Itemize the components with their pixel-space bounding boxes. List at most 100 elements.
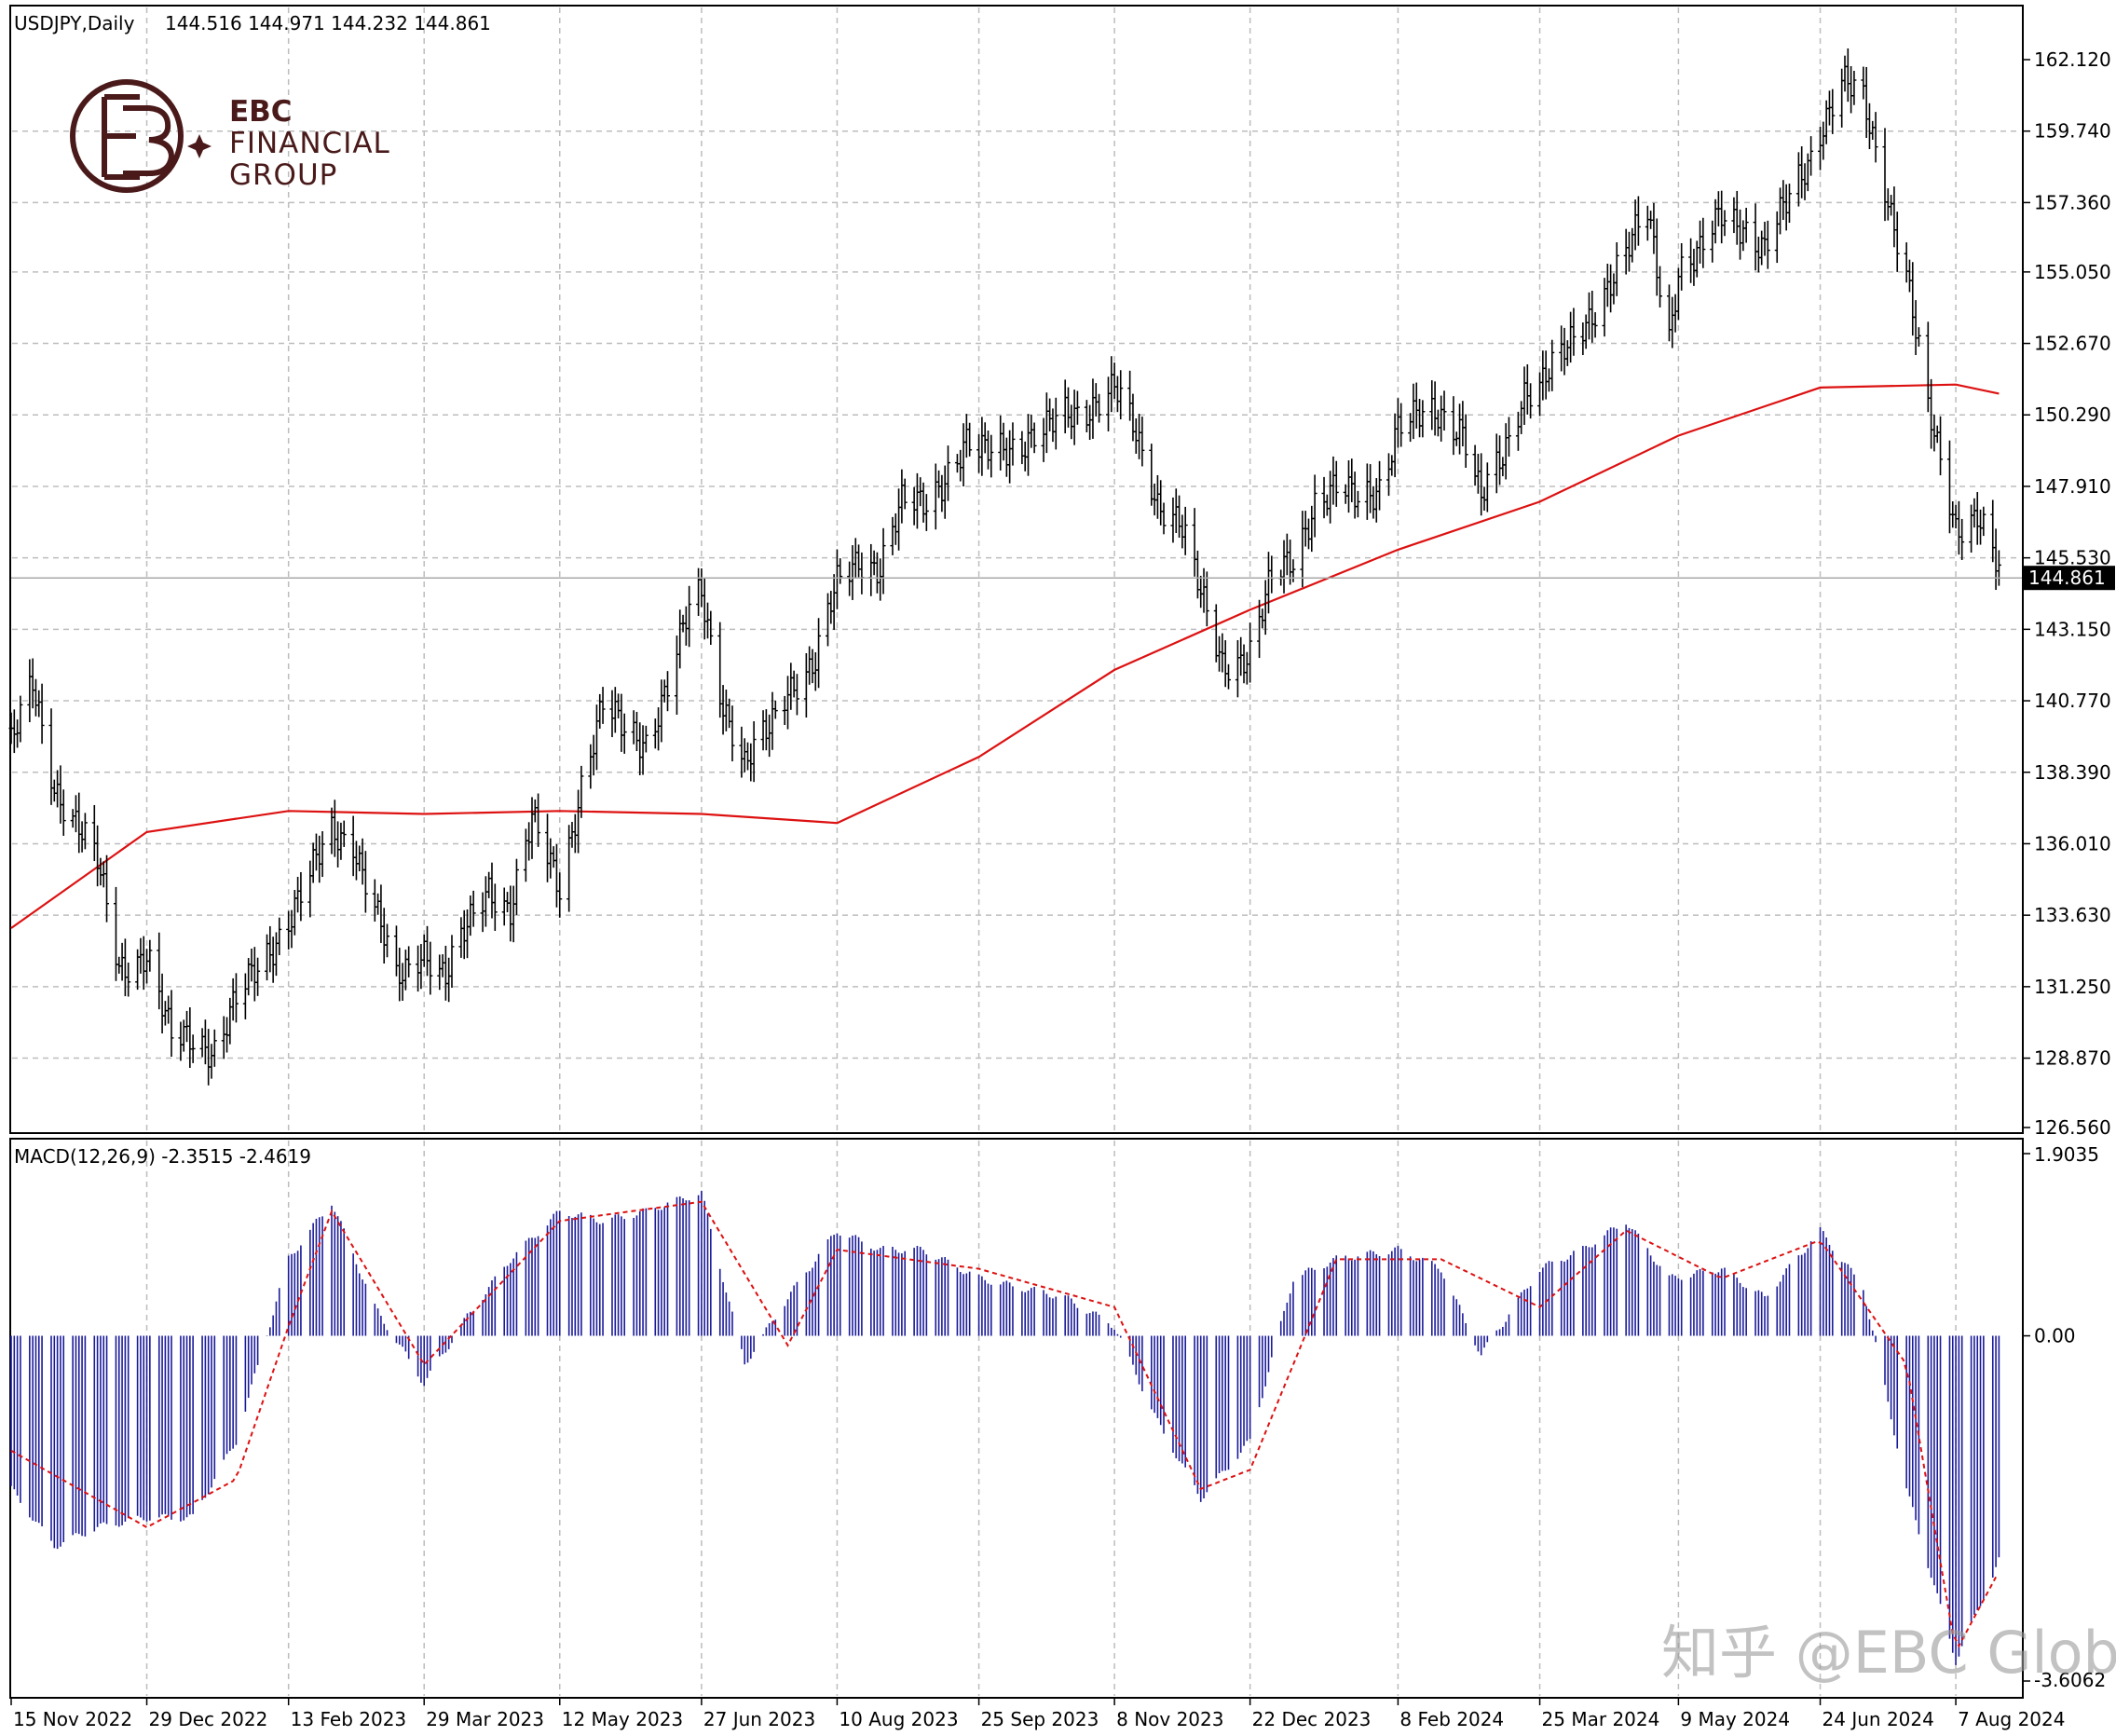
ohlc-bar	[687, 585, 692, 648]
price-tick-label: 157.360	[2034, 191, 2111, 213]
ohlc-bar	[39, 683, 45, 745]
macd-histogram	[10, 1190, 2000, 1665]
time-tick-label: 13 Feb 2023	[291, 1708, 406, 1730]
macd-axis: 1.9035 0.00 -3.6062	[2023, 1143, 2106, 1691]
ohlc-bar	[513, 858, 519, 915]
ohlc-bar	[923, 494, 929, 531]
ebc-logo-circle-icon	[70, 79, 184, 193]
price-tick-label: 138.390	[2034, 761, 2111, 784]
ohlc-bar	[277, 917, 282, 956]
ohlc-bar	[169, 990, 174, 1057]
ohlc-bar	[385, 923, 390, 958]
ohlc-bar	[1592, 312, 1598, 338]
ohlc-bar	[1700, 217, 1706, 268]
time-tick-label: 24 Jun 2024	[1822, 1708, 1934, 1730]
ohlc-bar	[621, 713, 627, 754]
current-price-tag	[2024, 566, 2115, 591]
time-tick-label: 10 Aug 2023	[839, 1708, 958, 1730]
ohlc-bar	[1658, 266, 1663, 308]
time-tick-label: 22 Dec 2023	[1252, 1708, 1372, 1730]
macd-panel[interactable]	[9, 1138, 2024, 1699]
ohlc-bar	[212, 1029, 217, 1067]
ohlc-bar	[1399, 403, 1404, 447]
ohlc-bar	[1765, 220, 1770, 269]
time-tick-label: 8 Feb 2024	[1399, 1708, 1504, 1730]
time-tick-label: 12 May 2023	[562, 1708, 683, 1730]
ohlc-bar	[751, 721, 757, 783]
ohlc-bar	[406, 946, 412, 977]
ohlc-bar	[730, 705, 735, 762]
price-tick-label: 143.150	[2034, 618, 2111, 640]
ohlc-bar	[1506, 417, 1511, 458]
ohlc-bar	[665, 671, 671, 712]
time-tick-label: 7 Aug 2024	[1958, 1708, 2065, 1730]
ohlc-bar	[1420, 400, 1426, 438]
ohlc-bar	[1830, 89, 1836, 134]
price-tick-label: 136.010	[2034, 832, 2111, 854]
ohlc-bar	[772, 700, 778, 719]
symbol-label: USDJPY,Daily	[14, 12, 135, 34]
ohlc-bar	[1996, 550, 2001, 586]
ohlc-bar	[1140, 417, 1145, 467]
time-tick-label: 25 Sep 2023	[981, 1708, 1099, 1730]
ohlc-bar	[989, 434, 994, 478]
ebc-logo-letters-icon	[102, 94, 175, 180]
ohlc-bar	[579, 765, 584, 818]
ohlc-bar	[233, 973, 239, 1023]
price-tick-label: 140.770	[2034, 690, 2111, 712]
ohlc-bar	[1679, 242, 1685, 291]
ohlc-bar	[1010, 422, 1016, 466]
ohlc-bar	[1031, 422, 1037, 454]
macd-signal-line	[10, 1200, 1997, 1648]
ohlc-bar	[1722, 210, 1727, 237]
ohlc-bar	[1204, 571, 1209, 627]
time-tick-label: 25 Mar 2024	[1542, 1708, 1660, 1730]
ohlc-bar	[708, 610, 714, 646]
ebc-logo: EBC FINANCIAL GROUP	[70, 79, 389, 193]
price-panel[interactable]	[9, 5, 2024, 1134]
time-tick-label: 29 Mar 2023	[426, 1708, 544, 1730]
moving-average	[10, 383, 2000, 929]
ohlc-bar	[643, 725, 648, 753]
ohlc-bar	[1441, 390, 1447, 431]
ohlc-bar	[1743, 208, 1749, 243]
ohlc-bar	[1981, 506, 1986, 537]
price-tick-label: 150.290	[2034, 403, 2111, 426]
price-tick-label: 128.870	[2034, 1047, 2111, 1070]
ohlc-bar	[838, 558, 843, 584]
ohlc-bar	[1463, 414, 1468, 468]
ohlc-bar	[449, 935, 455, 989]
ohlc-bar	[1484, 462, 1490, 513]
ohlc-bar	[492, 883, 498, 931]
ohlc-bar	[1528, 383, 1534, 419]
sparkle-icon	[187, 134, 212, 158]
ohlc-bar	[298, 871, 304, 922]
ohlc-bar	[794, 674, 799, 716]
ohlc-bar	[816, 618, 822, 689]
ohlc-bar	[18, 695, 23, 743]
ohlc-bar	[341, 820, 347, 847]
price-tick-label: 126.560	[2034, 1116, 2111, 1139]
watermark: 知乎 @EBC Global	[1661, 1619, 2116, 1687]
ohlc-bar	[1377, 460, 1383, 511]
ohlc-bar	[320, 831, 325, 878]
ohlc-bar	[190, 1034, 196, 1063]
ohlc-bar	[1809, 136, 1814, 176]
price-tick-label: 159.740	[2034, 120, 2111, 143]
macd-signal	[10, 1200, 1997, 1648]
ohlc-bar	[428, 941, 433, 995]
time-tick-label: 9 May 2024	[1680, 1708, 1790, 1730]
ohlc-bar	[147, 939, 153, 972]
ohlc-bar	[600, 687, 606, 724]
ohlc-bar	[1333, 460, 1339, 507]
ohlc-bar	[536, 793, 541, 847]
time-axis: 15 Nov 2022 29 Dec 2022 13 Feb 2023 29 Mar …	[10, 1698, 2065, 1730]
ohlc-bar	[1097, 393, 1102, 423]
ohlc-bar	[902, 478, 908, 510]
ohlc-bar	[1053, 397, 1058, 450]
time-tick-label: 29 Dec 2022	[149, 1708, 268, 1730]
price-tick-label: 162.120	[2034, 48, 2111, 71]
moving-average-line	[10, 383, 2000, 929]
time-tick-label: 27 Jun 2023	[703, 1708, 815, 1730]
